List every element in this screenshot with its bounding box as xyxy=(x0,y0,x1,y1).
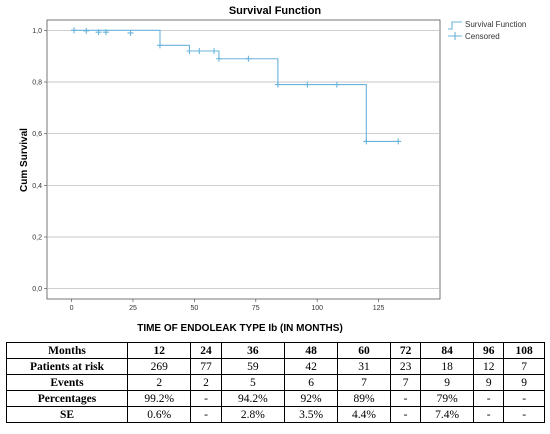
legend-swatch-survival xyxy=(448,21,462,30)
survival-chart: Survival Function Cum Survival TIME OF E… xyxy=(19,5,526,334)
risk-table: Months 12 24 36 48 60 72 84 96 108 Patients at ris… xyxy=(6,342,545,423)
y-axis-title: Cum Survival xyxy=(19,128,30,192)
plot-area: 0,0 0,2 0,4 0,6 0,8 1,0 0 25 50 75 100 125 xyxy=(32,19,441,312)
table-cell: - xyxy=(473,406,505,423)
y-tick-label: 0,6 xyxy=(32,131,42,138)
table-cell: 59 xyxy=(220,358,286,375)
censored-marker xyxy=(274,81,281,88)
x-tick-label: 50 xyxy=(190,305,198,312)
table-cell: 12 xyxy=(473,358,505,375)
table-cell: 2 xyxy=(190,374,222,391)
censored-marker xyxy=(333,81,340,88)
y-tick-label: 0,4 xyxy=(32,183,42,190)
censored-marker xyxy=(186,48,193,54)
table-row-label: Events xyxy=(6,374,128,391)
table-cell: 9 xyxy=(503,374,545,391)
plot-frame xyxy=(46,19,441,300)
table-cell: 99.2% xyxy=(126,390,192,407)
y-tick-label: 1,0 xyxy=(32,28,42,35)
survival-step-line xyxy=(71,29,399,142)
x-tick-label: 0 xyxy=(70,305,74,312)
table-cell: - xyxy=(190,406,222,423)
table-row-label: Percentages xyxy=(6,390,128,407)
table-cell: 7 xyxy=(389,374,422,391)
table-header-cell: 72 xyxy=(389,342,422,359)
censored-marker xyxy=(95,29,102,36)
censored-marker xyxy=(211,48,218,54)
table-row-label: SE xyxy=(6,406,128,423)
censored-marker xyxy=(102,29,109,36)
table-cell: 18 xyxy=(420,358,475,375)
table-cell: 269 xyxy=(126,358,192,375)
table-cell: - xyxy=(389,406,422,423)
censored-marker xyxy=(156,42,163,49)
table-row: Events 2 2 5 6 7 7 9 9 9 xyxy=(6,374,545,391)
chart-title: Survival Function xyxy=(229,5,322,17)
censored-marker xyxy=(196,48,203,54)
table-header-cell: 24 xyxy=(190,342,222,359)
censored-marker xyxy=(215,55,222,62)
censored-marker xyxy=(71,27,78,34)
censored-marker xyxy=(363,138,370,145)
table-header-row: Months 12 24 36 48 60 72 84 96 108 xyxy=(6,342,545,359)
table-row: Percentages 99.2% -94.2% 92% 89% -79% - - xyxy=(6,390,545,407)
table-header-cell: 12 xyxy=(126,342,192,359)
table-cell: 7 xyxy=(337,374,391,391)
table-row: Patients at risk 269 77 59 42 31 23 18 12 7 xyxy=(6,358,545,375)
table-header-cell: 48 xyxy=(284,342,339,359)
table-cell: - xyxy=(473,390,505,407)
table-cell: 9 xyxy=(420,374,475,391)
x-tick-label: 75 xyxy=(252,305,260,312)
table-cell: 42 xyxy=(284,358,339,375)
y-tick-label: 0,2 xyxy=(32,235,42,242)
table-cell: 7.4% xyxy=(420,406,475,423)
table-row: SE 0.6% -2.8% 3.5% 4.4% -7.4% - - xyxy=(6,406,545,423)
table-cell: 23 xyxy=(389,358,422,375)
table-header-cell: 84 xyxy=(420,342,475,359)
censored-marker xyxy=(395,138,402,145)
table-cell: 89% xyxy=(337,390,391,407)
table-header-cell: 60 xyxy=(337,342,391,359)
table-cell: 3.5% xyxy=(284,406,339,423)
table-cell: 7 xyxy=(503,358,545,375)
table-cell: - xyxy=(389,390,422,407)
censored-marker xyxy=(304,81,311,88)
table-header-cell: 108 xyxy=(503,342,545,359)
x-tick-label: 125 xyxy=(373,305,385,312)
table-cell: 5 xyxy=(220,374,286,391)
table-cell: 79% xyxy=(420,390,475,407)
risk-table-body: Months 12 24 36 48 60 72 84 96 108 Patients at ris… xyxy=(6,342,545,423)
x-axis-title: TIME OF ENDOLEAK TYPE Ib (IN MONTHS) xyxy=(137,323,343,334)
table-header-label: Months xyxy=(6,342,128,359)
x-tick-label: 100 xyxy=(311,305,323,312)
table-cell: 77 xyxy=(190,358,222,375)
table-row-label: Patients at risk xyxy=(6,358,128,375)
table-cell: 31 xyxy=(337,358,391,375)
x-tick-label: 25 xyxy=(129,305,137,312)
y-tick-label: 0,0 xyxy=(32,286,42,293)
table-cell: 94.2% xyxy=(220,390,286,407)
table-cell: 9 xyxy=(473,374,505,391)
table-header-cell: 36 xyxy=(220,342,286,359)
table-cell: - xyxy=(503,406,545,423)
table-cell: 2.8% xyxy=(220,406,286,423)
censored-marker xyxy=(83,27,90,34)
table-cell: 0.6% xyxy=(126,406,192,423)
legend: Survival Function Censored xyxy=(448,20,526,41)
legend-label-censored: Censored xyxy=(465,32,500,41)
table-header-cell: 96 xyxy=(473,342,505,359)
table-cell: - xyxy=(503,390,545,407)
legend-swatch-censored xyxy=(448,32,462,40)
censored-marker xyxy=(245,55,252,62)
censored-marker xyxy=(127,29,134,36)
table-cell: 92% xyxy=(284,390,339,407)
y-tick-label: 0,8 xyxy=(32,80,42,87)
table-cell: 4.4% xyxy=(337,406,391,423)
table-cell: 6 xyxy=(284,374,339,391)
table-cell: 2 xyxy=(126,374,192,391)
legend-label-survival: Survival Function xyxy=(465,20,526,29)
table-cell: - xyxy=(190,390,222,407)
